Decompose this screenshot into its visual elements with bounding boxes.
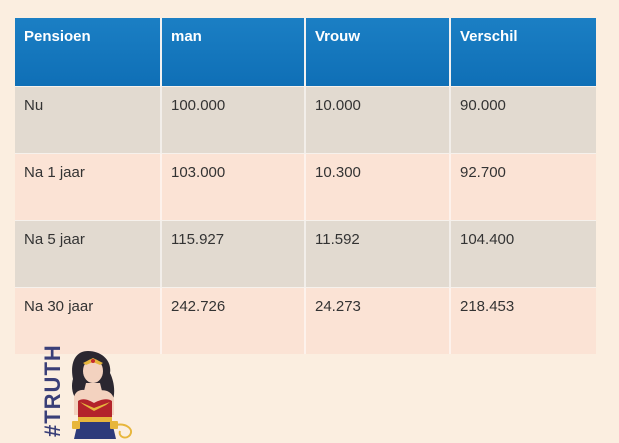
table-cell: 103.000	[162, 154, 306, 220]
header-pensioen: Pensioen	[15, 18, 162, 86]
pension-table: Pensioen man Vrouw Verschil Nu 100.000 1…	[15, 18, 596, 354]
table-row: Na 1 jaar 103.000 10.300 92.700	[15, 153, 596, 220]
table-row: Na 30 jaar 242.726 24.273 218.453	[15, 287, 596, 354]
header-man: man	[162, 18, 306, 86]
wonder-woman-icon: #TRUTH	[40, 345, 132, 439]
table-cell: Nu	[15, 87, 162, 153]
table-cell: 242.726	[162, 288, 306, 354]
table-cell: Na 5 jaar	[15, 221, 162, 287]
table-header-row: Pensioen man Vrouw Verschil	[15, 18, 596, 86]
header-vrouw: Vrouw	[306, 18, 451, 86]
table-row: Na 5 jaar 115.927 11.592 104.400	[15, 220, 596, 287]
table-cell: 24.273	[306, 288, 451, 354]
table-cell: 218.453	[451, 288, 596, 354]
table-cell: Na 1 jaar	[15, 154, 162, 220]
table-row: Nu 100.000 10.000 90.000	[15, 86, 596, 153]
header-verschil: Verschil	[451, 18, 596, 86]
truth-logo-text: #TRUTH	[40, 345, 65, 437]
table-cell: 100.000	[162, 87, 306, 153]
table-cell: 104.400	[451, 221, 596, 287]
table-cell: 90.000	[451, 87, 596, 153]
table-cell: 115.927	[162, 221, 306, 287]
table-cell: 10.000	[306, 87, 451, 153]
table-cell: 92.700	[451, 154, 596, 220]
table-cell: Na 30 jaar	[15, 288, 162, 354]
table-cell: 11.592	[306, 221, 451, 287]
table-cell: 10.300	[306, 154, 451, 220]
